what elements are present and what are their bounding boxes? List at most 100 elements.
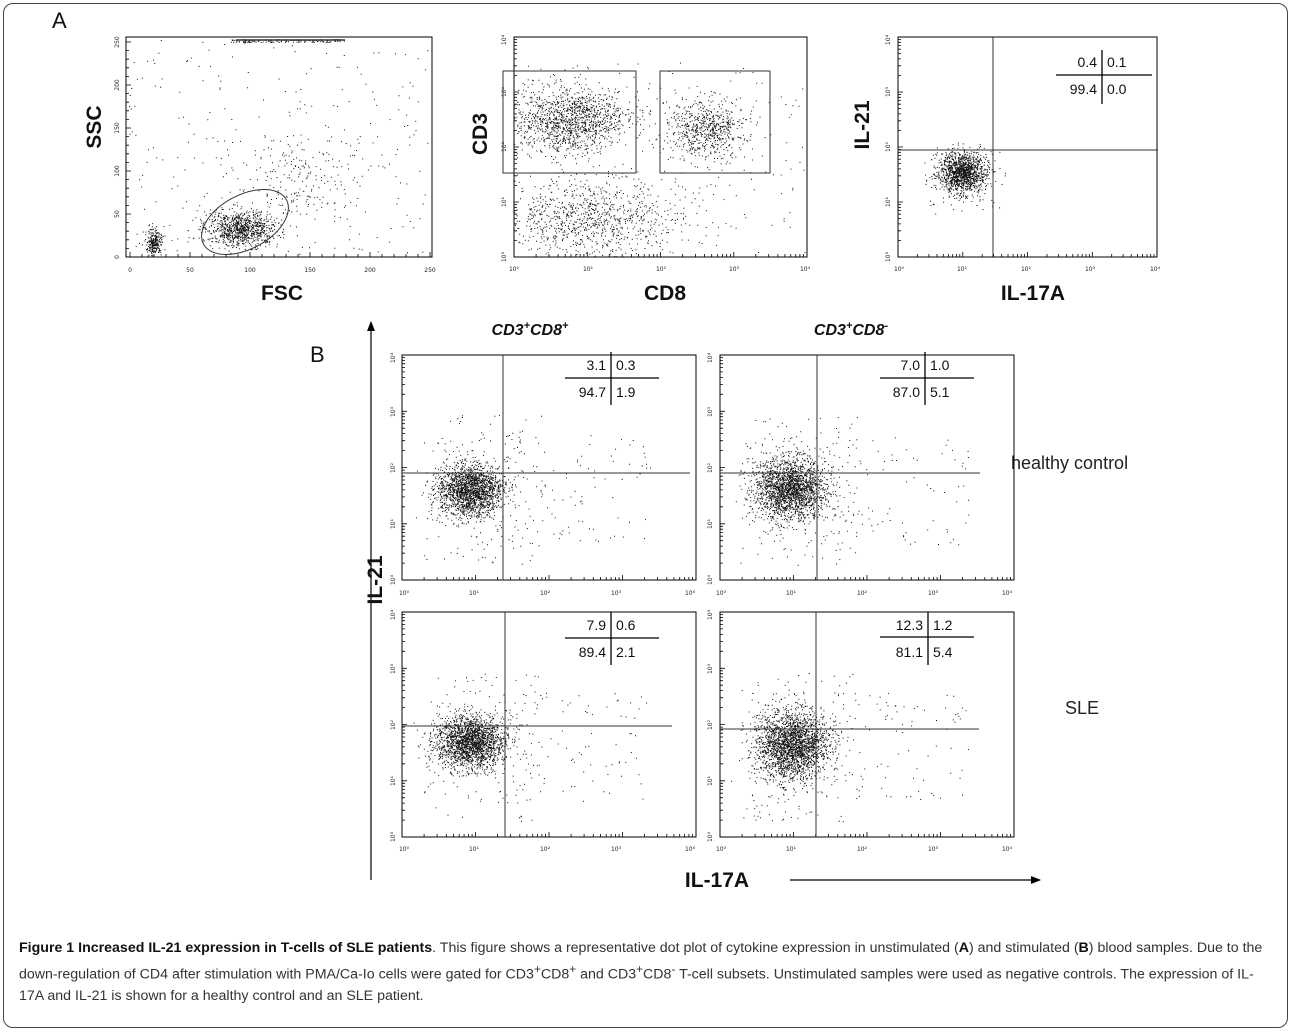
quadrant-ul-value: 0.4 xyxy=(1078,54,1098,70)
axis-ticks xyxy=(401,611,697,838)
il17a-tick-label: 10⁰ xyxy=(894,266,905,273)
il17a-tick-label: 10⁴ xyxy=(1150,266,1161,273)
lymphocyte-gate xyxy=(201,189,289,255)
quadrant-ur-value: 0.1 xyxy=(1107,54,1127,70)
caption-cd8: CD8 xyxy=(540,966,570,983)
x-tick-label: 10¹ xyxy=(786,590,797,597)
panel-letter-a: A xyxy=(52,8,67,33)
quadrant-lr-value: 5.1 xyxy=(930,384,950,400)
caption-sup: + xyxy=(533,962,541,976)
title-sup: - xyxy=(884,320,888,332)
unstim-ticks xyxy=(897,36,1158,258)
cd8-axis-label: CD8 xyxy=(644,282,686,305)
y-tick-label: 10⁰ xyxy=(390,574,397,585)
quadrant-ur-value: 1.2 xyxy=(933,617,953,633)
ssc-tick-label: 150 xyxy=(114,122,121,134)
hc-cd8neg-ticks xyxy=(719,354,1015,581)
y-tick-label: 10² xyxy=(390,719,397,730)
y-tick-label: 10⁴ xyxy=(707,352,714,363)
axis-ticks xyxy=(401,354,697,581)
ssc-tick-label: 0 xyxy=(114,255,121,259)
quadrant-ll-value: 89.4 xyxy=(579,644,606,660)
y-tick-label: 10¹ xyxy=(390,518,397,529)
y-tick-label: 10⁴ xyxy=(707,609,714,620)
cd3-tick-label: 10² xyxy=(501,141,508,152)
x-tick-label: 10⁰ xyxy=(399,846,410,853)
unstim-frame xyxy=(897,36,1158,258)
figure-frame xyxy=(3,3,1288,1028)
caption-ref-a: A xyxy=(958,940,969,956)
cd8-cd3-plot: 10⁰ 10¹ 10² 10³ 10⁴ 10⁰ 10¹ 10² 10³ 10⁴ … xyxy=(469,34,811,305)
dot-cloud xyxy=(731,673,969,823)
ssc-tick-label: 100 xyxy=(114,165,121,177)
cd8-tick-label: 10¹ xyxy=(583,266,594,273)
x-tick-label: 10¹ xyxy=(469,590,480,597)
caption-text: T-cell subsets. Unstimulated samples wer… xyxy=(19,966,1254,1004)
y-tick-label: 10⁰ xyxy=(707,574,714,585)
hc-cd8neg-dots xyxy=(735,417,970,566)
caption-text: . This figure shows a representative dot… xyxy=(432,940,959,956)
y-tick-label: 10⁰ xyxy=(390,831,397,842)
quadrant-lr-value: 5.4 xyxy=(933,644,953,660)
sle-cd8pos-dots xyxy=(413,673,648,822)
hc-cd8pos-ticks xyxy=(401,354,697,581)
y-tick-label: 10¹ xyxy=(707,775,714,786)
quadrant-lr-value: 0.0 xyxy=(1107,81,1127,97)
il21-tick-label: 10³ xyxy=(885,86,892,97)
quadrant-ll-value: 87.0 xyxy=(893,384,920,400)
caption-text: ) blood samples. Due to the down-regulat… xyxy=(19,940,1263,983)
quadrant-ur-value: 0.3 xyxy=(616,357,636,373)
caption-cd8: CD8 xyxy=(643,966,672,983)
title-sup: + xyxy=(846,320,853,332)
axis-ticks xyxy=(719,354,1015,581)
ssc-tick-label: 250 xyxy=(114,36,121,48)
caption-sup: + xyxy=(636,962,644,976)
dot-cloud xyxy=(924,142,1006,215)
hc-cd8pos-plot: 10⁰ 10¹ 10² 10³ 10⁴ 10⁰ 10¹ 10² 10³ 10⁴ … xyxy=(390,352,697,597)
x-tick-label: 10³ xyxy=(928,846,939,853)
hc-cd8pos-dots xyxy=(415,415,651,565)
fsc-tick-label: 200 xyxy=(364,267,376,274)
y-tick-label: 10³ xyxy=(707,406,714,417)
sle-cd8neg-dots xyxy=(731,673,969,823)
hc-cd8neg-plot: 10⁰ 10¹ 10² 10³ 10⁴ 10⁰ 10¹ 10² 10³ 10⁴ … xyxy=(707,352,1015,597)
y-tick-label: 10¹ xyxy=(707,518,714,529)
caption-text: and xyxy=(576,966,608,983)
y-tick-label: 10³ xyxy=(707,663,714,674)
cd3-tick-label: 10⁰ xyxy=(501,251,508,262)
fsc-tick-label: 50 xyxy=(186,267,194,274)
dot-cloud xyxy=(735,417,970,566)
il21-axis-label: IL-21 xyxy=(851,100,874,149)
x-tick-label: 10³ xyxy=(928,590,939,597)
axis-ticks xyxy=(719,611,1015,838)
caption-sup: - xyxy=(671,962,676,976)
y-tick-label: 10² xyxy=(707,719,714,730)
quadrant-ll-value: 81.1 xyxy=(896,644,923,660)
fsc-ssc-frame xyxy=(125,36,433,258)
cd3-tick-label: 10³ xyxy=(501,86,508,97)
caption-sup: + xyxy=(569,962,577,976)
y-tick-label: 10¹ xyxy=(390,775,397,786)
title-cd3: CD3 xyxy=(814,322,846,339)
unstim-dots xyxy=(924,142,1006,215)
title-sup: + xyxy=(524,320,531,332)
unstim-plot: 10⁰ 10¹ 10² 10³ 10⁴ 10⁰ 10¹ 10² 10³ 10⁴ … xyxy=(851,34,1161,305)
x-tick-label: 10² xyxy=(540,590,551,597)
fsc-ssc-plot: 0 50 100 150 200 250 0 50 100 150 200 25… xyxy=(83,36,436,305)
column-title-cd8neg: CD3+CD8- xyxy=(814,320,888,339)
caption-text: ) and stimulated ( xyxy=(968,940,1079,956)
il21-tick-label: 10⁰ xyxy=(885,251,892,262)
fsc-tick-label: 150 xyxy=(304,267,316,274)
y-tick-label: 10² xyxy=(707,462,714,473)
ssc-tick-label: 200 xyxy=(114,79,121,91)
x-tick-label: 10⁰ xyxy=(399,590,410,597)
quadrant-ll-value: 94.7 xyxy=(579,384,606,400)
column-title-cd8pos: CD3+CD8+ xyxy=(492,320,569,339)
hc-cd8neg-frame xyxy=(719,354,1015,581)
cd8-cd3-ticks xyxy=(513,36,808,258)
x-tick-label: 10⁰ xyxy=(716,590,727,597)
x-tick-label: 10³ xyxy=(611,590,622,597)
quadrant-ll-value: 99.4 xyxy=(1070,81,1097,97)
axis-ticks xyxy=(897,36,1158,258)
caption-ref-b: B xyxy=(1078,940,1089,956)
